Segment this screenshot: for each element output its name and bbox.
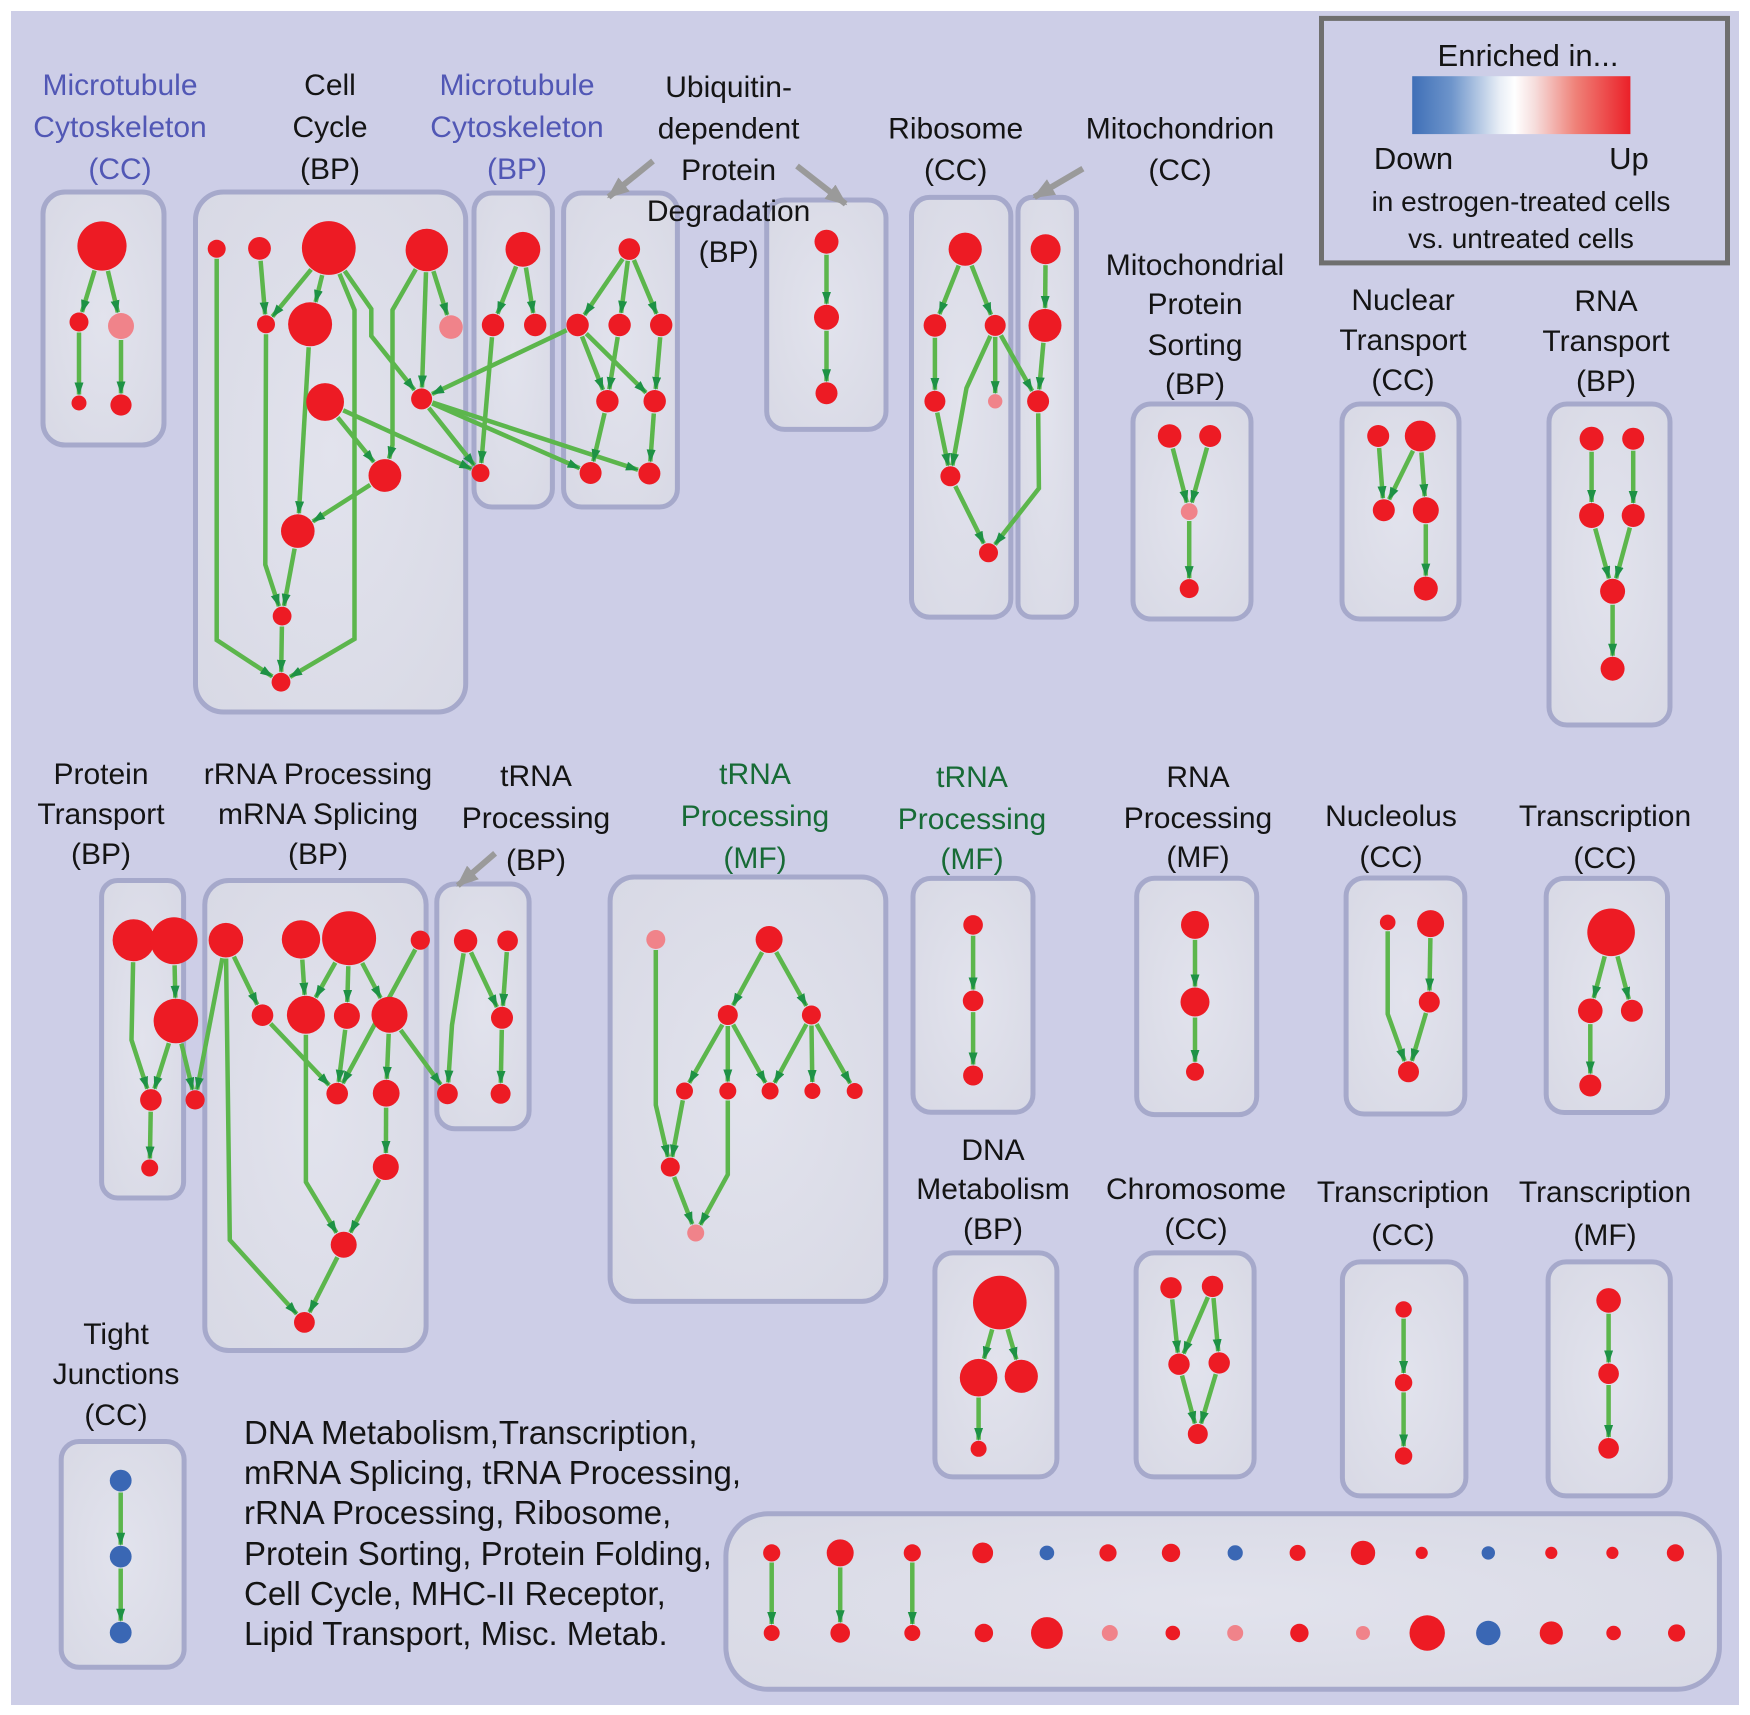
svg-text:Transcription: Transcription xyxy=(1519,800,1691,833)
svg-text:(CC): (CC) xyxy=(88,153,151,186)
svg-text:Transport: Transport xyxy=(1542,325,1670,358)
svg-text:Protein: Protein xyxy=(53,758,148,791)
svg-text:(CC): (CC) xyxy=(1359,841,1422,874)
svg-text:(CC): (CC) xyxy=(924,154,987,187)
svg-text:Lipid Transport, Misc. Metab.: Lipid Transport, Misc. Metab. xyxy=(244,1615,668,1652)
svg-text:(CC): (CC) xyxy=(1573,842,1636,875)
svg-text:(BP): (BP) xyxy=(699,236,759,269)
svg-text:(CC): (CC) xyxy=(84,1399,147,1432)
svg-text:Ribosome: Ribosome xyxy=(888,113,1023,146)
svg-text:Cycle: Cycle xyxy=(292,111,367,144)
svg-text:Mitochondrion: Mitochondrion xyxy=(1086,113,1274,146)
svg-text:(MF): (MF) xyxy=(940,843,1003,876)
svg-text:Protein: Protein xyxy=(681,154,776,187)
svg-text:(CC): (CC) xyxy=(1371,1219,1434,1252)
svg-text:Enriched in...: Enriched in... xyxy=(1438,38,1619,73)
svg-text:in estrogen-treated cells: in estrogen-treated cells xyxy=(1372,186,1671,217)
svg-text:Up: Up xyxy=(1609,141,1649,176)
svg-text:Degradation: Degradation xyxy=(647,195,810,228)
svg-text:tRNA: tRNA xyxy=(719,758,791,791)
svg-text:mRNA Splicing, tRNA Processing: mRNA Splicing, tRNA Processing, xyxy=(244,1454,741,1491)
svg-text:(BP): (BP) xyxy=(71,838,131,871)
svg-text:Metabolism: Metabolism xyxy=(916,1173,1069,1206)
svg-text:Microtubule: Microtubule xyxy=(439,69,594,102)
svg-text:Cell Cycle, MHC-II Receptor,: Cell Cycle, MHC-II Receptor, xyxy=(244,1575,666,1612)
svg-text:Transcription: Transcription xyxy=(1519,1176,1691,1209)
svg-text:Processing: Processing xyxy=(1124,802,1272,835)
svg-text:(CC): (CC) xyxy=(1148,154,1211,187)
svg-text:Down: Down xyxy=(1374,141,1453,176)
svg-text:(BP): (BP) xyxy=(506,844,566,877)
svg-text:rRNA Processing, Ribosome,: rRNA Processing, Ribosome, xyxy=(244,1494,671,1531)
svg-text:Transport: Transport xyxy=(37,798,165,831)
svg-text:RNA: RNA xyxy=(1166,761,1229,794)
svg-text:Cytoskeleton: Cytoskeleton xyxy=(33,111,206,144)
svg-text:Protein: Protein xyxy=(1147,288,1242,321)
svg-text:(MF): (MF) xyxy=(1166,841,1229,874)
svg-text:Cell: Cell xyxy=(304,69,356,102)
svg-text:(BP): (BP) xyxy=(487,153,547,186)
svg-text:(MF): (MF) xyxy=(723,842,786,875)
svg-text:mRNA Splicing: mRNA Splicing xyxy=(218,798,418,831)
svg-text:Sorting: Sorting xyxy=(1147,329,1242,362)
svg-text:(BP): (BP) xyxy=(288,838,348,871)
svg-text:(CC): (CC) xyxy=(1164,1213,1227,1246)
svg-text:Tight: Tight xyxy=(83,1318,149,1351)
svg-text:Junctions: Junctions xyxy=(53,1358,180,1391)
svg-text:Transport: Transport xyxy=(1339,324,1467,357)
svg-text:tRNA: tRNA xyxy=(936,761,1008,794)
svg-text:DNA: DNA xyxy=(961,1134,1024,1167)
svg-text:Processing: Processing xyxy=(898,803,1046,836)
svg-text:Cytoskeleton: Cytoskeleton xyxy=(430,111,603,144)
svg-text:Processing: Processing xyxy=(462,802,610,835)
svg-text:Nuclear: Nuclear xyxy=(1351,284,1454,317)
svg-text:vs. untreated cells: vs. untreated cells xyxy=(1408,223,1634,254)
svg-text:dependent: dependent xyxy=(658,113,800,146)
svg-text:(CC): (CC) xyxy=(1371,364,1434,397)
svg-text:Chromosome: Chromosome xyxy=(1106,1173,1286,1206)
svg-text:(BP): (BP) xyxy=(300,153,360,186)
svg-text:DNA Metabolism,Transcription,: DNA Metabolism,Transcription, xyxy=(244,1414,698,1451)
svg-text:(BP): (BP) xyxy=(1576,365,1636,398)
svg-text:Transcription: Transcription xyxy=(1317,1176,1489,1209)
svg-text:Mitochondrial: Mitochondrial xyxy=(1106,249,1284,282)
svg-text:(BP): (BP) xyxy=(963,1213,1023,1246)
svg-text:tRNA: tRNA xyxy=(500,760,572,793)
svg-text:(MF): (MF) xyxy=(1573,1219,1636,1252)
svg-text:rRNA Processing: rRNA Processing xyxy=(204,758,432,791)
svg-text:Ubiquitin-: Ubiquitin- xyxy=(665,71,792,104)
svg-text:Protein Sorting, Protein Foldi: Protein Sorting, Protein Folding, xyxy=(244,1535,712,1572)
svg-text:Microtubule: Microtubule xyxy=(42,69,197,102)
svg-text:Nucleolus: Nucleolus xyxy=(1325,800,1457,833)
svg-text:Processing: Processing xyxy=(681,800,829,833)
svg-text:(BP): (BP) xyxy=(1165,368,1225,401)
svg-text:RNA: RNA xyxy=(1574,285,1637,318)
